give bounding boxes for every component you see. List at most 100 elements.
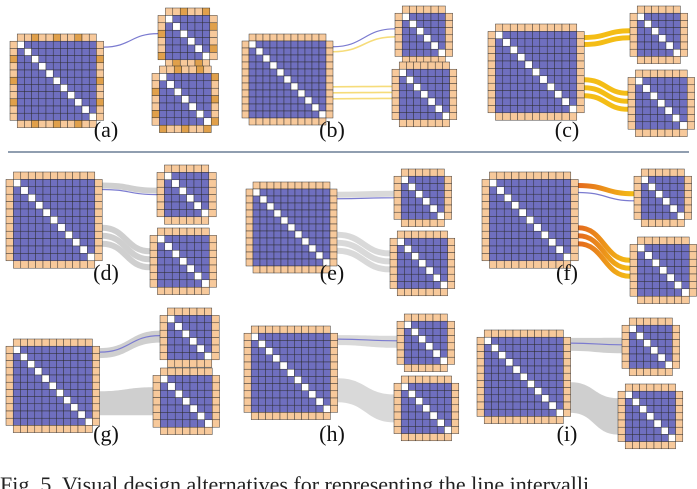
matrix-cell — [20, 367, 28, 376]
matrix-cell — [186, 172, 195, 181]
matrix-cell — [674, 251, 683, 260]
border-cell — [643, 368, 652, 376]
border-cell — [189, 426, 198, 435]
border-cell — [72, 260, 81, 269]
matrix-cell — [561, 45, 570, 54]
border-cell — [391, 112, 400, 120]
border-cell — [152, 412, 161, 421]
border-cell — [151, 110, 160, 119]
matrix-cell — [276, 75, 285, 84]
matrix-cell — [660, 390, 669, 399]
matrix-cell — [262, 82, 271, 91]
border-cell — [432, 313, 441, 322]
border-cell — [629, 244, 638, 253]
matrix-cell — [674, 244, 683, 253]
diagonal-cell — [48, 381, 57, 390]
matrix-cell — [548, 253, 557, 262]
border-cell — [669, 219, 678, 227]
border-cell — [202, 7, 211, 16]
matrix-cell — [681, 281, 690, 290]
matrix-cell — [649, 106, 658, 115]
diagonal-cell — [157, 235, 166, 244]
border-cell — [290, 33, 299, 42]
matrix-cell — [483, 401, 492, 410]
border-cell — [393, 397, 402, 406]
matrix-cell — [401, 20, 410, 28]
border-cell — [5, 374, 14, 383]
matrix-cell — [77, 353, 86, 361]
matrix-cell — [511, 223, 520, 232]
matrix-cell — [505, 365, 514, 374]
border-cell — [255, 33, 264, 42]
matrix-cell — [72, 186, 81, 195]
border-cell — [659, 295, 668, 304]
border-cell — [389, 266, 398, 275]
matrix-cell — [628, 346, 637, 355]
matrix-cell — [534, 372, 543, 381]
matrix-cell — [498, 401, 507, 410]
matrix-cell — [518, 245, 527, 254]
matrix-cell — [204, 412, 213, 421]
border-cell — [193, 164, 202, 173]
matrix-cell — [495, 38, 504, 47]
border-cell — [194, 286, 203, 295]
border-cell — [576, 31, 585, 40]
matrix-cell — [540, 179, 549, 188]
matrix-cell — [297, 68, 306, 77]
border-cell — [186, 286, 195, 295]
matrix-cell — [662, 204, 671, 213]
matrix-cell — [20, 389, 28, 397]
border-cell — [325, 89, 334, 98]
border-cell — [444, 204, 452, 213]
panel-a: (a) — [9, 7, 219, 142]
matrix-cell — [422, 390, 431, 398]
matrix-cell — [84, 367, 93, 376]
matrix-cell — [315, 361, 324, 370]
matrix-cell — [77, 360, 86, 369]
matrix-cell — [533, 208, 542, 217]
matrix-cell — [532, 31, 541, 40]
diagonal-cell — [186, 264, 195, 273]
matrix-cell — [24, 84, 32, 92]
matrix-cell — [555, 394, 564, 403]
diagonal-cell — [657, 99, 666, 108]
border-cell — [157, 15, 166, 24]
border-cell — [512, 329, 521, 338]
matrix-cell — [48, 360, 57, 369]
matrix-cell — [664, 99, 673, 108]
matrix-cell — [408, 418, 416, 427]
matrix-cell — [437, 41, 446, 50]
matrix-cell — [527, 365, 535, 374]
border-cell — [152, 375, 161, 384]
matrix-cell — [202, 29, 211, 38]
border-cell — [481, 245, 490, 254]
matrix-cell — [259, 244, 268, 253]
matrix-cell — [157, 257, 166, 266]
border-cell — [487, 90, 496, 99]
matrix-cell — [157, 279, 166, 288]
border-cell — [63, 425, 72, 433]
matrix-cell — [659, 288, 668, 297]
matrix-cell — [659, 273, 668, 282]
matrix-cell — [173, 102, 182, 111]
connector-bundle — [99, 240, 153, 271]
matrix-cell — [644, 41, 652, 50]
matrix-cell — [502, 31, 511, 40]
border-cell — [440, 288, 448, 297]
matrix-cell — [430, 48, 439, 57]
matrix-cell — [294, 237, 303, 246]
border-cell — [627, 106, 636, 115]
matrix-cell — [644, 244, 653, 253]
matrix-cell — [279, 397, 288, 406]
matrix-cell — [676, 183, 685, 191]
matrix-cell — [308, 383, 317, 392]
matrix-cell — [84, 396, 93, 405]
matrix-cell — [63, 389, 72, 397]
matrix-cell — [196, 73, 205, 82]
diagonal-cell — [664, 360, 673, 369]
matrix-cell — [491, 387, 499, 396]
matrix-cell — [31, 76, 40, 85]
border-cell — [9, 40, 18, 49]
border-cell — [491, 416, 499, 424]
diagonal-cell — [400, 382, 409, 391]
